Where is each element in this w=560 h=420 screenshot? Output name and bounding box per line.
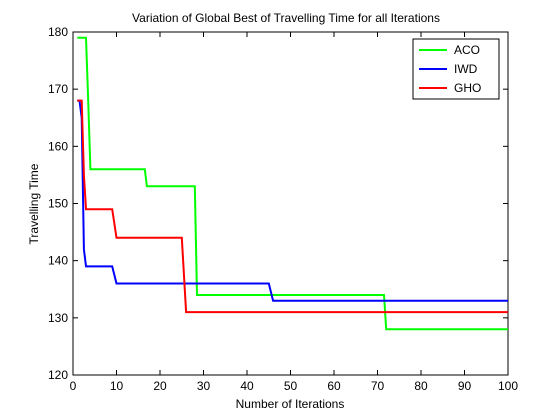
chart-title: Variation of Global Best of Travelling T… bbox=[132, 11, 440, 25]
series-line-iwd bbox=[77, 99, 508, 302]
x-tick-label: 20 bbox=[153, 379, 167, 393]
y-tick-label: 170 bbox=[48, 82, 68, 96]
x-tick-label: 30 bbox=[197, 379, 211, 393]
series-line-gho bbox=[77, 99, 508, 314]
x-tick-label: 40 bbox=[240, 379, 254, 393]
legend-label-gho: GHO bbox=[454, 81, 481, 95]
x-tick-label: 10 bbox=[110, 379, 124, 393]
x-tick-label: 80 bbox=[414, 379, 428, 393]
series-lines bbox=[77, 36, 508, 331]
legend: ACO IWD GHO bbox=[412, 38, 500, 100]
legend-label-aco: ACO bbox=[454, 43, 480, 57]
y-tick-label: 120 bbox=[48, 368, 68, 382]
axis-ticks: 0 10 20 30 40 50 60 70 80 90 100 120 130 140 150 160 170… bbox=[48, 25, 518, 393]
series-line-aco bbox=[77, 36, 508, 331]
x-axis-title: Number of Iterations bbox=[236, 397, 345, 411]
legend-label-iwd: IWD bbox=[454, 62, 478, 76]
x-tick-label: 70 bbox=[371, 379, 385, 393]
x-tick-label: 60 bbox=[327, 379, 341, 393]
y-tick-label: 180 bbox=[48, 25, 68, 39]
x-tick-label: 50 bbox=[284, 379, 298, 393]
x-tick-label: 100 bbox=[498, 379, 518, 393]
y-tick-label: 140 bbox=[48, 254, 68, 268]
x-tick-label: 0 bbox=[70, 379, 77, 393]
y-tick-label: 130 bbox=[48, 311, 68, 325]
y-tick-label: 150 bbox=[48, 197, 68, 211]
x-tick-label: 90 bbox=[458, 379, 472, 393]
y-axis-title: Travelling Time bbox=[27, 163, 41, 244]
y-tick-label: 160 bbox=[48, 139, 68, 153]
